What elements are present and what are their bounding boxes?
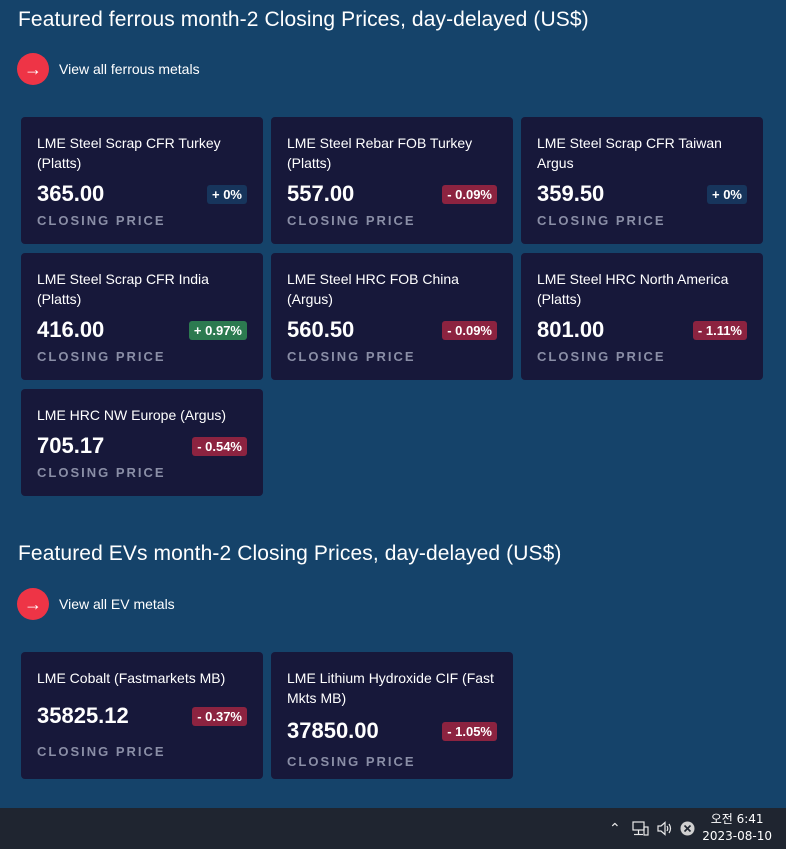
price-card-cobalt[interactable]: LME Cobalt (Fastmarkets MB) 35825.12 - 0… <box>21 652 263 779</box>
card-name: LME Steel Scrap CFR Taiwan Argus <box>537 135 722 171</box>
clock-date: 2023-08-10 <box>702 829 772 843</box>
system-clock[interactable]: 오전 6:41 2023-08-10 <box>702 811 772 845</box>
network-icon[interactable] <box>632 821 649 836</box>
chevron-up-icon[interactable]: ⌃ <box>609 820 621 836</box>
change-badge: - 1.05% <box>442 721 497 741</box>
volume-icon[interactable] <box>656 821 673 836</box>
card-price: 801.00 <box>537 317 605 342</box>
ferrous-section-title: Featured ferrous month-2 Closing Prices,… <box>18 8 589 31</box>
view-all-ev-link[interactable]: → View all EV metals <box>17 588 175 620</box>
card-name: LME Cobalt (Fastmarkets MB) <box>37 670 226 686</box>
price-card-steel-rebar-fob-turkey[interactable]: LME Steel Rebar FOB Turkey (Platts) 557.0… <box>271 117 513 244</box>
price-card-hrc-nw-europe[interactable]: LME HRC NW Europe (Argus) 705.17 - 0.54%… <box>21 389 263 496</box>
card-price: 557.00 <box>287 181 355 206</box>
arrow-right-icon: → <box>17 53 49 85</box>
closing-price-caption: CLOSING PRICE <box>287 213 416 228</box>
price-card-lithium-hydroxide[interactable]: LME Lithium Hydroxide CIF (Fast Mkts MB) … <box>271 652 513 779</box>
card-price: 705.17 <box>37 433 105 458</box>
change-badge: - 1.11% <box>692 320 747 340</box>
card-name: LME Steel Scrap CFR Turkey (Platts) <box>37 135 221 171</box>
closing-price-caption: CLOSING PRICE <box>537 349 666 364</box>
view-all-ferrous-link[interactable]: → View all ferrous metals <box>17 53 200 85</box>
change-badge: - 0.09% <box>442 184 497 204</box>
closing-price-caption: CLOSING PRICE <box>37 744 166 759</box>
card-name: LME Steel HRC North America (Platts) <box>537 271 729 307</box>
closing-price-caption: CLOSING PRICE <box>287 349 416 364</box>
card-name: LME HRC NW Europe (Argus) <box>37 407 227 423</box>
close-circle-icon[interactable] <box>680 821 695 836</box>
price-card-steel-hrc-north-america[interactable]: LME Steel HRC North America (Platts) 801.… <box>521 253 763 380</box>
closing-price-caption: CLOSING PRICE <box>37 465 166 480</box>
change-badge: - 0.37% <box>192 706 247 726</box>
closing-price-caption: CLOSING PRICE <box>287 754 416 769</box>
change-badge: + 0% <box>207 184 247 204</box>
closing-price-caption: CLOSING PRICE <box>37 349 166 364</box>
card-price: 359.50 <box>537 181 605 206</box>
price-card-steel-scrap-cfr-turkey[interactable]: LME Steel Scrap CFR Turkey (Platts) 365.0… <box>21 117 263 244</box>
card-name: LME Steel Rebar FOB Turkey (Platts) <box>287 135 473 171</box>
card-name: LME Lithium Hydroxide CIF (Fast Mkts MB) <box>287 670 494 706</box>
card-price: 560.50 <box>287 317 355 342</box>
change-badge: - 0.09% <box>442 320 497 340</box>
card-price: 416.00 <box>37 317 105 342</box>
card-price: 35825.12 <box>37 703 129 728</box>
arrow-right-icon: → <box>17 588 49 620</box>
change-badge: - 0.54% <box>192 436 247 456</box>
price-card-steel-hrc-fob-china[interactable]: LME Steel HRC FOB China (Argus) 560.50 - … <box>271 253 513 380</box>
price-card-steel-scrap-cfr-india[interactable]: LME Steel Scrap CFR India (Platts) 416.00… <box>21 253 263 380</box>
taskbar: ⌃ 오전 6:41 2023-08-10 <box>0 808 786 849</box>
closing-price-caption: CLOSING PRICE <box>537 213 666 228</box>
ev-section-title: Featured EVs month-2 Closing Prices, day… <box>18 542 562 565</box>
price-card-steel-scrap-cfr-taiwan[interactable]: LME Steel Scrap CFR Taiwan Argus 359.50 +… <box>521 117 763 244</box>
card-price: 37850.00 <box>287 718 379 743</box>
clock-time: 오전 6:41 <box>710 812 764 826</box>
card-name: LME Steel HRC FOB China (Argus) <box>287 271 459 307</box>
change-badge: + 0.97% <box>188 320 247 340</box>
view-all-ferrous-label: View all ferrous metals <box>59 61 200 77</box>
card-price: 365.00 <box>37 181 105 206</box>
closing-price-caption: CLOSING PRICE <box>37 213 166 228</box>
view-all-ev-label: View all EV metals <box>59 596 175 612</box>
change-badge: + 0% <box>707 184 747 204</box>
card-name: LME Steel Scrap CFR India (Platts) <box>37 271 209 307</box>
